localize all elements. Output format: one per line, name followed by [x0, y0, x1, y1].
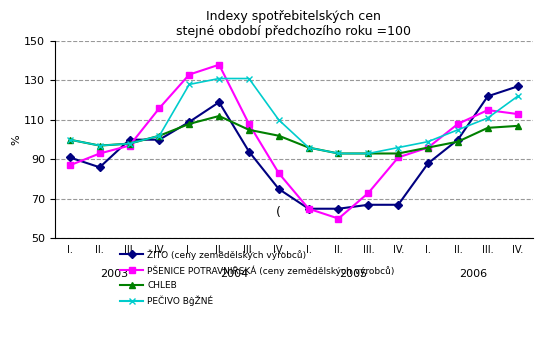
PEČIVO BĝŽNÉ: [245, 77, 252, 81]
PEČIVO BĝŽNÉ: [395, 145, 401, 149]
ŽITO (ceny zemědělských výrobců): [276, 187, 282, 191]
PŠENICE POTRAVNIŘSKÁ (ceny zemědělských výrobců): [365, 191, 372, 195]
ŽITO (ceny zemědělských výrobců): [305, 207, 312, 211]
ŽITO (ceny zemědělských výrobců): [455, 137, 461, 142]
PŠENICE POTRAVNIŘSKÁ (ceny zemědělských výrobců): [455, 122, 461, 126]
ŽITO (ceny zemědělských výrobců): [216, 100, 222, 104]
CHLEB: [425, 145, 432, 149]
Line: PŠENICE POTRAVNIŘSKÁ (ceny zemědělských výrobců): PŠENICE POTRAVNIŘSKÁ (ceny zemědělských …: [67, 62, 520, 221]
Text: 2006: 2006: [459, 269, 487, 279]
CHLEB: [365, 152, 372, 156]
PEČIVO BĝŽNÉ: [484, 116, 491, 120]
PEČIVO BĝŽNÉ: [126, 142, 133, 146]
PŠENICE POTRAVNIŘSKÁ (ceny zemědělských výrobců): [484, 108, 491, 112]
PŠENICE POTRAVNIŘSKÁ (ceny zemědělských výrobců): [216, 63, 222, 67]
CHLEB: [66, 137, 73, 142]
PEČIVO BĝŽNÉ: [335, 152, 342, 156]
PŠENICE POTRAVNIŘSKÁ (ceny zemědělských výrobců): [395, 155, 401, 159]
PŠENICE POTRAVNIŘSKÁ (ceny zemědělských výrobců): [305, 207, 312, 211]
Legend: ŽITO (ceny zemědělských výrobců), PŠENICE POTRAVNIŘSKÁ (ceny zemědělských výrobc: ŽITO (ceny zemědělských výrobců), PŠENIC…: [117, 246, 399, 310]
Y-axis label: %: %: [12, 134, 21, 145]
CHLEB: [245, 128, 252, 132]
ŽITO (ceny zemědělských výrobců): [514, 84, 521, 89]
Text: 2003: 2003: [100, 269, 128, 279]
PEČIVO BĝŽNÉ: [97, 144, 103, 148]
ŽITO (ceny zemědělských výrobců): [245, 149, 252, 154]
Line: ŽITO (ceny zemědělských výrobců): ŽITO (ceny zemědělských výrobců): [67, 84, 520, 211]
Text: (: (: [276, 206, 281, 219]
ŽITO (ceny zemědělských výrobců): [395, 203, 401, 207]
ŽITO (ceny zemědělských výrobců): [484, 94, 491, 98]
ŽITO (ceny zemědělských výrobců): [186, 120, 193, 124]
ŽITO (ceny zemědělských výrobců): [126, 137, 133, 142]
PEČIVO BĝŽNÉ: [305, 145, 312, 149]
CHLEB: [156, 134, 163, 138]
PEČIVO BĝŽNÉ: [276, 118, 282, 122]
CHLEB: [484, 126, 491, 130]
PŠENICE POTRAVNIŘSKÁ (ceny zemědělských výrobců): [97, 152, 103, 156]
ŽITO (ceny zemědělských výrobců): [66, 155, 73, 159]
ŽITO (ceny zemědělských výrobců): [156, 137, 163, 142]
ŽITO (ceny zemědělských výrobců): [365, 203, 372, 207]
PŠENICE POTRAVNIŘSKÁ (ceny zemědělských výrobců): [186, 73, 193, 77]
ŽITO (ceny zemědělských výrobců): [335, 207, 342, 211]
PEČIVO BĝŽNÉ: [186, 82, 193, 87]
PŠENICE POTRAVNIŘSKÁ (ceny zemědělských výrobců): [156, 106, 163, 110]
PŠENICE POTRAVNIŘSKÁ (ceny zemědělských výrobců): [66, 163, 73, 167]
PŠENICE POTRAVNIŘSKÁ (ceny zemědělských výrobců): [425, 145, 432, 149]
CHLEB: [126, 142, 133, 146]
CHLEB: [97, 144, 103, 148]
CHLEB: [305, 145, 312, 149]
ŽITO (ceny zemědělských výrobců): [425, 161, 432, 166]
PEČIVO BĝŽNÉ: [514, 94, 521, 98]
PEČIVO BĝŽNÉ: [216, 77, 222, 81]
CHLEB: [395, 152, 401, 156]
PŠENICE POTRAVNIŘSKÁ (ceny zemědělských výrobců): [335, 216, 342, 221]
CHLEB: [514, 124, 521, 128]
Title: Indexy spotřebitelských cen
stejné období předchozího roku =100: Indexy spotřebitelských cen stejné obdob…: [176, 11, 411, 39]
Line: CHLEB: CHLEB: [67, 113, 520, 156]
PŠENICE POTRAVNIŘSKÁ (ceny zemědělských výrobců): [245, 122, 252, 126]
Text: 2005: 2005: [339, 269, 367, 279]
PŠENICE POTRAVNIŘSKÁ (ceny zemědělských výrobců): [514, 112, 521, 116]
CHLEB: [276, 134, 282, 138]
PEČIVO BĝŽNÉ: [425, 140, 432, 144]
PŠENICE POTRAVNIŘSKÁ (ceny zemědělských výrobců): [276, 171, 282, 175]
CHLEB: [216, 114, 222, 118]
PEČIVO BĝŽNÉ: [365, 152, 372, 156]
Text: 2004: 2004: [220, 269, 248, 279]
PEČIVO BĝŽNÉ: [455, 128, 461, 132]
ŽITO (ceny zemědělských výrobců): [97, 165, 103, 169]
CHLEB: [186, 122, 193, 126]
PŠENICE POTRAVNIŘSKÁ (ceny zemědělských výrobců): [126, 144, 133, 148]
Line: PEČIVO BĝŽNÉ: PEČIVO BĝŽNÉ: [67, 76, 520, 156]
PEČIVO BĝŽNÉ: [66, 137, 73, 142]
CHLEB: [455, 140, 461, 144]
PEČIVO BĝŽNÉ: [156, 134, 163, 138]
CHLEB: [335, 152, 342, 156]
